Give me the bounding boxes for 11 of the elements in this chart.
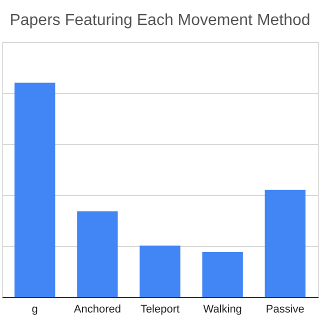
- bar: [140, 246, 180, 297]
- x-tick-label: Anchored: [74, 304, 121, 316]
- x-tick-label: Passive: [266, 304, 304, 316]
- x-tick-label: Walking: [203, 304, 242, 316]
- bar: [14, 82, 56, 297]
- chart-title: Papers Featuring Each Movement Method: [10, 12, 310, 29]
- bar: [264, 190, 306, 297]
- bar: [202, 252, 243, 297]
- bar: [77, 211, 118, 297]
- x-tick-label: Teleport: [140, 304, 180, 316]
- x-tick-label: g: [32, 304, 38, 316]
